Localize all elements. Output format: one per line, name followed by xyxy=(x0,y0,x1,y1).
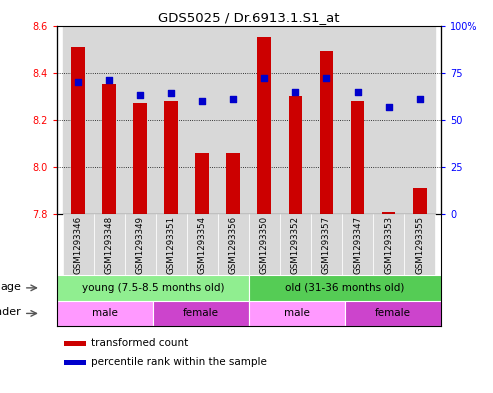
Bar xyxy=(94,26,125,214)
Bar xyxy=(249,301,345,326)
Bar xyxy=(311,214,342,275)
Text: age: age xyxy=(0,282,22,292)
Text: GSM1293353: GSM1293353 xyxy=(384,216,393,274)
Point xyxy=(353,88,361,95)
Bar xyxy=(187,26,218,214)
Point xyxy=(291,88,299,95)
Bar xyxy=(63,26,94,214)
Bar xyxy=(125,26,156,214)
Bar xyxy=(187,214,218,275)
Bar xyxy=(125,214,156,275)
Bar xyxy=(65,360,86,365)
Text: GSM1293354: GSM1293354 xyxy=(198,216,207,274)
Point xyxy=(74,79,82,85)
Text: percentile rank within the sample: percentile rank within the sample xyxy=(91,357,267,367)
Bar xyxy=(65,341,86,345)
Text: GSM1293357: GSM1293357 xyxy=(322,216,331,274)
Text: GSM1293348: GSM1293348 xyxy=(105,216,114,274)
Text: transformed count: transformed count xyxy=(91,338,188,348)
Bar xyxy=(134,103,147,214)
Text: male: male xyxy=(92,309,118,318)
Bar xyxy=(373,26,404,214)
Bar xyxy=(319,51,333,214)
Text: female: female xyxy=(375,309,411,318)
Bar xyxy=(345,301,441,326)
Point xyxy=(137,92,144,99)
Point xyxy=(260,75,268,81)
Point xyxy=(106,77,113,83)
Text: GSM1293349: GSM1293349 xyxy=(136,216,145,274)
Text: GSM1293352: GSM1293352 xyxy=(291,216,300,274)
Text: gender: gender xyxy=(0,307,22,317)
Text: GSM1293356: GSM1293356 xyxy=(229,216,238,274)
Bar xyxy=(195,153,210,214)
Bar xyxy=(257,37,272,214)
Bar xyxy=(153,301,249,326)
Text: GSM1293351: GSM1293351 xyxy=(167,216,176,274)
Bar xyxy=(342,26,373,214)
Bar xyxy=(226,153,241,214)
Bar xyxy=(103,84,116,214)
Point xyxy=(230,96,238,102)
Bar xyxy=(288,96,303,214)
Text: GSM1293355: GSM1293355 xyxy=(415,216,424,274)
Bar xyxy=(351,101,364,214)
Bar xyxy=(218,214,249,275)
Bar xyxy=(404,26,435,214)
Bar xyxy=(156,26,187,214)
Text: female: female xyxy=(183,309,219,318)
Bar xyxy=(94,214,125,275)
Bar xyxy=(71,47,85,214)
Text: GSM1293346: GSM1293346 xyxy=(74,216,83,274)
Bar xyxy=(280,26,311,214)
Bar xyxy=(249,214,280,275)
Point xyxy=(199,98,207,104)
Bar xyxy=(156,214,187,275)
Bar xyxy=(373,214,404,275)
Bar xyxy=(57,275,249,301)
Bar xyxy=(165,101,178,214)
Title: GDS5025 / Dr.6913.1.S1_at: GDS5025 / Dr.6913.1.S1_at xyxy=(158,11,340,24)
Bar xyxy=(63,214,94,275)
Bar xyxy=(342,214,373,275)
Point xyxy=(168,90,176,97)
Bar xyxy=(280,214,311,275)
Text: young (7.5-8.5 months old): young (7.5-8.5 months old) xyxy=(81,283,224,293)
Text: GSM1293347: GSM1293347 xyxy=(353,216,362,274)
Bar xyxy=(404,214,435,275)
Bar xyxy=(218,26,249,214)
Point xyxy=(416,96,423,102)
Bar xyxy=(413,188,426,214)
Bar xyxy=(382,212,395,214)
Bar xyxy=(57,301,153,326)
Point xyxy=(322,75,330,81)
Text: GSM1293350: GSM1293350 xyxy=(260,216,269,274)
Bar xyxy=(249,275,441,301)
Point xyxy=(385,103,392,110)
Text: male: male xyxy=(284,309,310,318)
Bar xyxy=(249,26,280,214)
Text: old (31-36 months old): old (31-36 months old) xyxy=(285,283,405,293)
Bar xyxy=(311,26,342,214)
